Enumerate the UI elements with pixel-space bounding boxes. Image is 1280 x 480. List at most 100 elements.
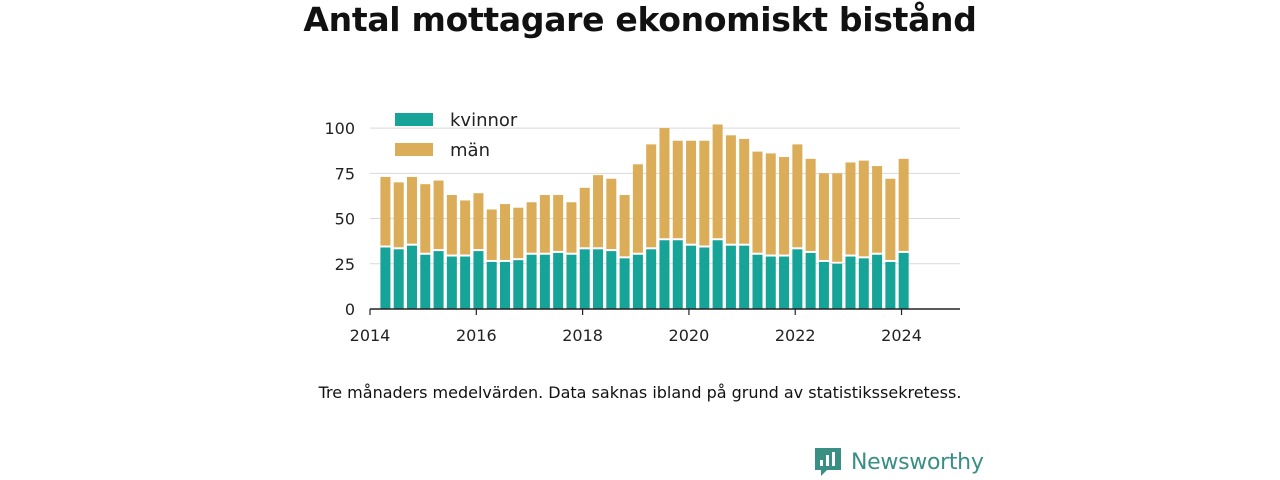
bar-man (779, 157, 790, 255)
bar-stack (539, 195, 550, 309)
bar-stack (500, 204, 511, 309)
chart-title: Antal mottagare ekonomiskt bistånd (303, 0, 977, 39)
bar-kvinnor (606, 251, 617, 309)
bar-stack (699, 140, 710, 309)
bar-kvinnor (473, 251, 484, 309)
bar-stack (858, 160, 869, 309)
bar-man (872, 166, 883, 253)
bar-man (699, 140, 710, 246)
bar-kvinnor (513, 260, 524, 309)
bar-man (460, 200, 471, 255)
bar-kvinnor (619, 258, 630, 309)
x-tick-label: 2014 (350, 326, 391, 345)
bar-kvinnor (725, 245, 736, 309)
bar-man (659, 128, 670, 239)
bar-kvinnor (832, 263, 843, 309)
bar-man (686, 140, 697, 244)
bar-man (845, 162, 856, 255)
bar-man (593, 175, 604, 248)
chart-caption: Tre månaders medelvärden. Data saknas ib… (318, 383, 962, 402)
bar-stack (566, 202, 577, 309)
bar-stack (619, 195, 630, 309)
y-tick-label: 100 (324, 119, 355, 138)
bar-kvinnor (646, 249, 657, 309)
bar-kvinnor (433, 251, 444, 309)
bar-stack (805, 158, 816, 309)
y-tick-label: 50 (335, 210, 355, 229)
bar-man (420, 184, 431, 253)
x-tick-label: 2020 (669, 326, 710, 345)
bar-stack (646, 144, 657, 309)
bar-man (566, 202, 577, 253)
bar-stack (380, 176, 391, 309)
bar-stack (885, 178, 896, 309)
legend-label: kvinnor (450, 110, 518, 131)
bar-man (473, 193, 484, 250)
bar-stack (393, 182, 404, 309)
legend-swatch (395, 143, 433, 156)
bar-stack (659, 128, 670, 309)
y-axis: 0 25 50 75 100 (324, 119, 355, 319)
brand[interactable]: Newsworthy (813, 446, 984, 478)
bar-man (433, 180, 444, 250)
bar-stack (526, 202, 537, 309)
bar-kvinnor (406, 245, 417, 309)
bar-man (380, 176, 391, 246)
bar-man (858, 160, 869, 257)
x-tick-label: 2016 (456, 326, 497, 345)
bar-stack (473, 193, 484, 309)
bar-stack (765, 153, 776, 309)
bar-stack (433, 180, 444, 309)
bar-kvinnor (659, 240, 670, 309)
bar-man (393, 182, 404, 248)
x-tick-label: 2022 (775, 326, 816, 345)
bar-kvinnor (526, 254, 537, 309)
bar-stack (406, 176, 417, 309)
bar-stack (752, 151, 763, 309)
bar-stack (898, 158, 909, 309)
bar-man (672, 140, 683, 239)
bar-kvinnor (393, 249, 404, 309)
bar-man (406, 176, 417, 244)
legend: kvinnor män (395, 110, 518, 161)
bar-stack (486, 209, 497, 309)
bar-man (619, 195, 630, 257)
bar-kvinnor (486, 261, 497, 309)
bar-stack (845, 162, 856, 309)
bar-kvinnor (686, 245, 697, 309)
bar-man (792, 144, 803, 248)
bar-stack (593, 175, 604, 309)
bar-kvinnor (699, 247, 710, 309)
bar-man (898, 158, 909, 251)
bar-man (526, 202, 537, 253)
bar-stack (712, 124, 723, 309)
bar-stack (513, 207, 524, 309)
bar-kvinnor (739, 245, 750, 309)
bar-man (832, 173, 843, 262)
bar-kvinnor (593, 249, 604, 309)
bar-stack (632, 164, 643, 309)
bar-kvinnor (712, 240, 723, 309)
newsworthy-logo-icon (815, 448, 841, 476)
bar-kvinnor (420, 254, 431, 309)
bar-kvinnor (818, 261, 829, 309)
bar-kvinnor (805, 252, 816, 309)
bar-man (818, 173, 829, 260)
bar-stack (792, 144, 803, 309)
bar-man (712, 124, 723, 239)
bar-stack (460, 200, 471, 309)
bar-stack (672, 140, 683, 309)
bar-man (632, 164, 643, 253)
bar-stack (606, 178, 617, 309)
legend-swatch (395, 113, 433, 126)
bar-kvinnor (779, 256, 790, 309)
bar-stack (818, 173, 829, 309)
bar-stack (725, 135, 736, 309)
bar-man (765, 153, 776, 255)
bar-stack (553, 195, 564, 309)
bar-man (579, 187, 590, 248)
bar-man (500, 204, 511, 260)
bar-stack (832, 173, 843, 309)
bar-stack (779, 157, 790, 309)
bar-kvinnor (579, 249, 590, 309)
